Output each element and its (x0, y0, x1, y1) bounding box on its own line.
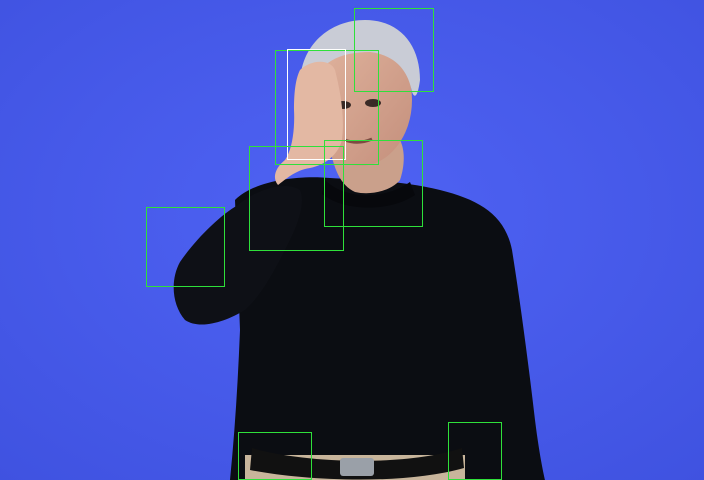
eye-right (365, 99, 381, 107)
grey-hair (300, 20, 420, 97)
annotation-box-hand-wrist (249, 146, 344, 251)
black-shirt (230, 177, 545, 480)
annotation-box-right-hip (448, 422, 502, 480)
annotation-box-face-region (275, 50, 379, 165)
belt-buckle (340, 458, 374, 476)
shirt-collar (322, 180, 415, 208)
raised-arm (173, 185, 302, 325)
hand (274, 61, 343, 185)
annotation-box-left-hip (238, 432, 312, 480)
annotation-box-raised-hand (287, 49, 346, 160)
annotation-box-left-elbow (146, 207, 225, 287)
annotation-box-neck-collar (324, 140, 423, 227)
